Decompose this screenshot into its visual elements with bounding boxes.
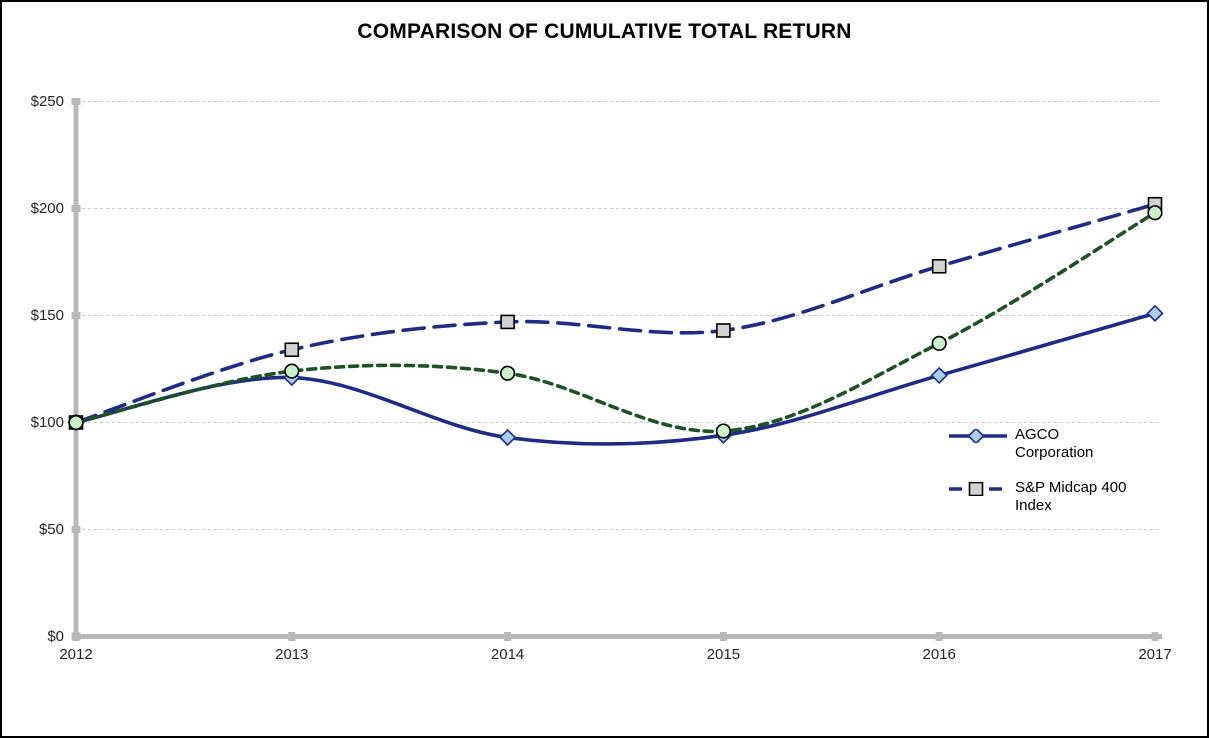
x-axis-tick [504,632,512,641]
y-tick-label: $0 [47,627,64,645]
marker-square-sp-midcap-400-index [500,314,515,330]
legend-line-sample-agco [948,427,1008,445]
marker-square-sp-midcap-400-index [716,323,731,338]
x-axis-tick [1151,632,1159,641]
marker-diamond-agco-corporation [1146,304,1164,322]
legend-sample-marker-agco-corporation [967,427,985,445]
legend-line-sample-sp-midcap [948,481,1008,497]
y-tick-label: $200 [30,199,64,217]
x-tick-label: 2014 [490,646,525,663]
marker-circle-green-dotted-series [500,365,516,381]
y-tick-label: $100 [30,413,64,431]
y-tick-label: $150 [30,306,64,324]
x-axis-tick [72,632,80,641]
x-axis-tick [935,632,943,641]
x-tick-label: 2012 [59,646,93,663]
legend-label-sp-midcap: S&P Midcap 400 Index [1015,479,1127,514]
legend-label-agco: AGCO Corporation [1015,426,1094,461]
y-axis-tick [71,205,81,212]
x-tick-label: 2016 [922,646,956,663]
x-tick-label: 2013 [275,646,309,663]
marker-square-sp-midcap-400-index [931,258,947,274]
marker-square-sp-midcap-400-index [284,342,300,358]
series-line-agco-corporation [74,311,1157,446]
y-tick-label: $50 [38,520,64,538]
legend-item-agco: AGCO Corporation [948,426,1183,462]
y-axis-tick [71,98,81,105]
y-tick-label: $250 [30,92,64,110]
legend-sample-svg [949,427,1007,445]
x-tick-label: 2017 [1138,646,1172,663]
marker-circle-green-dotted-series [1147,205,1163,221]
series-line-green-dotted-series [74,210,1157,434]
x-axis-tick [288,632,296,641]
legend-sample-svg [949,481,1007,497]
x-axis-tick [719,632,727,641]
marker-circle-green-dotted-series [931,335,947,351]
legend-item-sp-midcap: S&P Midcap 400 Index [948,479,1183,515]
y-axis-tick [71,526,81,533]
legend: AGCO Corporation S&P Midcap 400 Index [948,426,1183,515]
legend-sample-marker-sp-midcap-400-index [968,481,984,497]
marker-circle-green-dotted-series [68,414,84,431]
marker-circle-green-dotted-series [715,423,732,439]
marker-diamond-agco-corporation [930,366,948,385]
series-line-sp-midcap-400-index [74,202,1157,425]
marker-circle-green-dotted-series [284,363,300,379]
chart-title: COMPARISON OF CUMULATIVE TOTAL RETURN [357,20,852,43]
x-tick-label: 2015 [706,646,741,663]
y-axis-tick [71,312,81,319]
marker-diamond-agco-corporation [498,428,517,447]
